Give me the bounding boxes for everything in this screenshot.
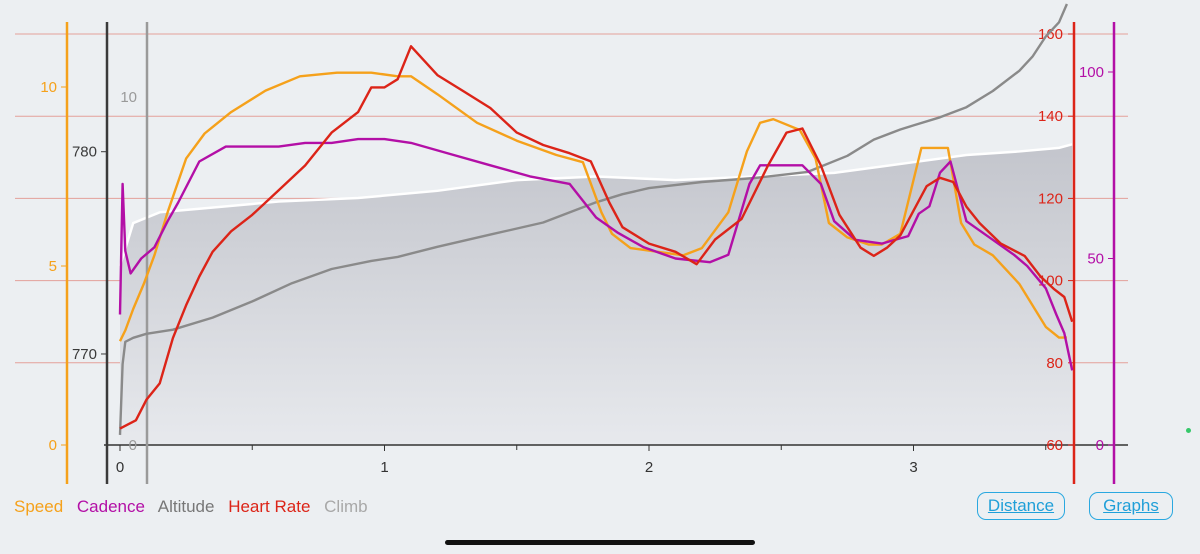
series-altitude — [118, 3, 1069, 435]
x-tick-label: 1 — [380, 459, 388, 476]
climb-tick-label: 0 — [129, 437, 137, 454]
climb-area — [118, 143, 1073, 445]
series-lines — [118, 3, 1074, 435]
altitude-tick-label: 780 — [72, 144, 97, 161]
climb-edge — [118, 143, 1073, 267]
home-indicator[interactable] — [445, 540, 755, 545]
speed-tick-label: 10 — [40, 79, 57, 96]
cadence-tick-label: 50 — [1087, 251, 1104, 268]
climb-fill — [120, 144, 1073, 445]
cadence-tick-label: 100 — [1079, 64, 1104, 81]
cadence-tick-label: 0 — [1096, 437, 1104, 454]
legend-altitude: Altitude — [157, 497, 215, 516]
climb-tick-label: 10 — [120, 89, 137, 106]
x-tick-label: 2 — [645, 459, 653, 476]
altitude-tick-label: 770 — [72, 346, 97, 363]
legend: Speed Cadence Altitude Heart Rate Climb — [14, 497, 377, 517]
heart-rate-tick-label: 80 — [1046, 355, 1063, 372]
series-heart-rate — [119, 45, 1074, 430]
legend-climb: Climb — [324, 497, 368, 516]
graphs-button[interactable]: Graphs — [1089, 492, 1173, 520]
heart-rate-tick-label: 140 — [1038, 108, 1063, 125]
x-tick-label: 0 — [116, 459, 124, 476]
status-dot — [1186, 428, 1191, 433]
legend-speed: Speed — [14, 497, 64, 516]
speed-tick-label: 5 — [49, 258, 57, 275]
legend-heart-rate: Heart Rate — [228, 497, 311, 516]
speed-tick-label: 0 — [49, 437, 57, 454]
distance-button[interactable]: Distance — [977, 492, 1065, 520]
heart-rate-tick-label: 120 — [1038, 190, 1063, 207]
legend-cadence: Cadence — [76, 497, 145, 516]
series-cadence — [118, 137, 1074, 371]
heart-rate-tick-label: 60 — [1046, 437, 1063, 454]
x-tick-label: 3 — [909, 459, 917, 476]
